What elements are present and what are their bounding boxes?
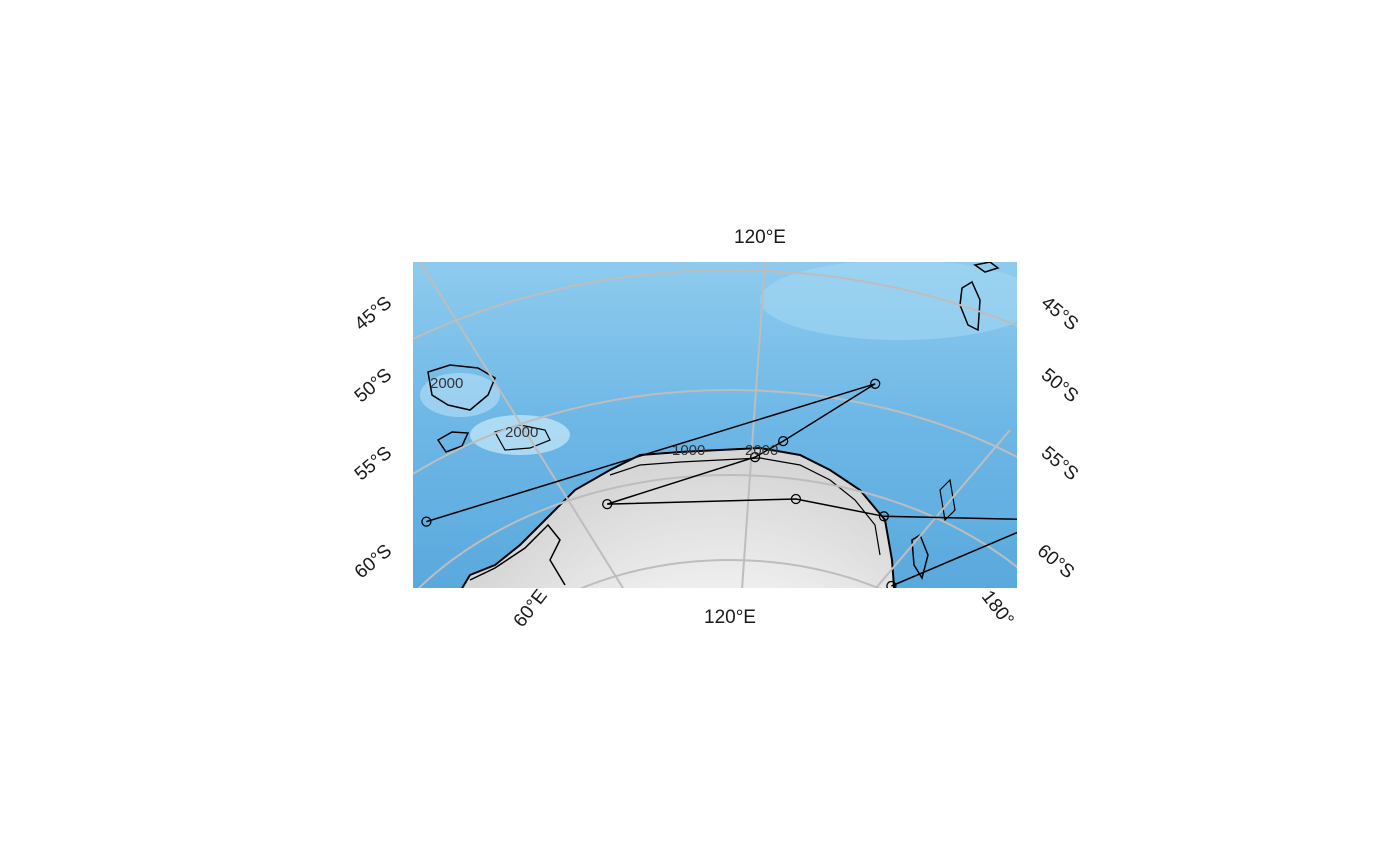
antarctica <box>461 446 896 588</box>
bottom-lon-label: 120°E <box>704 607 756 628</box>
contour-label: 2000 <box>430 375 463 392</box>
track-point <box>878 511 890 522</box>
left-lat-label: 55°S <box>351 442 396 485</box>
island-outline <box>427 364 496 411</box>
track-point <box>602 498 613 510</box>
island-outline <box>911 533 929 580</box>
track-point <box>790 493 802 505</box>
shallow-patch <box>760 262 1017 340</box>
ship-track <box>421 378 1051 588</box>
island-outline <box>973 262 1000 273</box>
track-point <box>870 378 881 389</box>
contour-label: 2000 <box>745 442 778 459</box>
track-point <box>421 516 432 527</box>
graticule <box>413 262 1017 588</box>
right-lat-label: 55°S <box>1037 442 1082 485</box>
bottom-lon-label: 60°E <box>510 586 552 632</box>
shallow-patch <box>470 415 570 455</box>
right-lat-label: 50°S <box>1037 364 1082 407</box>
track-point <box>886 580 897 588</box>
right-lat-label: 60°S <box>1033 540 1078 583</box>
track-point <box>749 451 761 463</box>
track-point <box>1042 515 1051 524</box>
contour-label: 1000 <box>672 442 705 459</box>
bottom-lon-label: 180° <box>977 587 1018 631</box>
track-point <box>778 435 789 447</box>
ice-shelf-contour <box>469 523 566 586</box>
track-line <box>426 383 1017 587</box>
shallow-patch <box>420 373 500 417</box>
left-lat-label: 50°S <box>351 364 396 407</box>
left-lat-label: 45°S <box>351 292 396 335</box>
island-outline <box>436 431 470 453</box>
left-lat-label: 60°S <box>351 540 396 583</box>
map-panel <box>413 262 1051 588</box>
right-lat-label: 45°S <box>1037 292 1082 335</box>
contour-label: 2000 <box>505 424 538 441</box>
top-lon-label: 120°E <box>734 227 786 248</box>
